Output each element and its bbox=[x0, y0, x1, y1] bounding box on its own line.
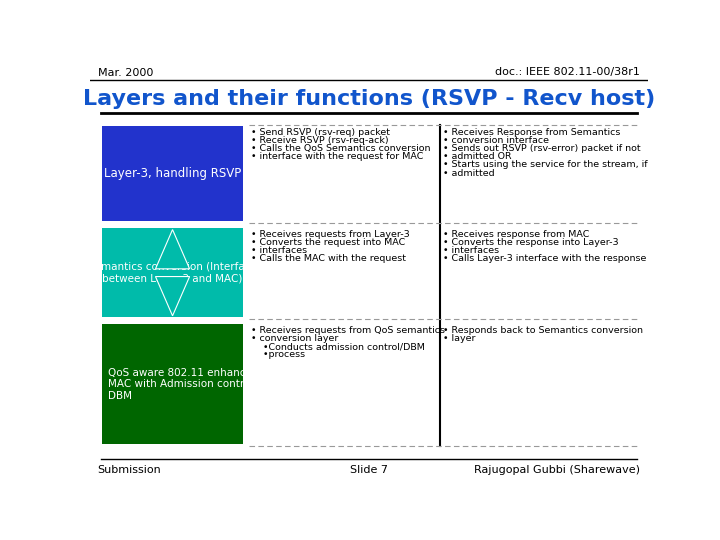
Text: • Converts the request into MAC: • Converts the request into MAC bbox=[251, 238, 405, 247]
Text: • admitted: • admitted bbox=[443, 168, 494, 178]
Text: Rajugopal Gubbi (Sharewave): Rajugopal Gubbi (Sharewave) bbox=[474, 465, 640, 475]
Text: • Receive RSVP (rsv-req-ack): • Receive RSVP (rsv-req-ack) bbox=[251, 136, 389, 145]
Text: • conversion layer: • conversion layer bbox=[251, 334, 338, 343]
Text: • Converts the response into Layer-3: • Converts the response into Layer-3 bbox=[443, 238, 618, 247]
Text: Slide 7: Slide 7 bbox=[350, 465, 388, 475]
Text: Submission: Submission bbox=[98, 465, 161, 475]
Text: • layer: • layer bbox=[443, 334, 475, 343]
Text: Layers and their functions (RSVP - Recv host): Layers and their functions (RSVP - Recv … bbox=[83, 89, 655, 109]
Text: • admitted OR: • admitted OR bbox=[443, 152, 511, 161]
Polygon shape bbox=[156, 276, 189, 316]
Text: Semantics conversion (Interface
between Layer-3 and MAC): Semantics conversion (Interface between … bbox=[88, 262, 257, 284]
Text: • Receives requests from QoS semantics: • Receives requests from QoS semantics bbox=[251, 326, 445, 335]
Bar bbox=[102, 126, 243, 221]
Bar bbox=[102, 325, 243, 444]
Text: • Send RSVP (rsv-req) packet: • Send RSVP (rsv-req) packet bbox=[251, 128, 390, 137]
Text: • Receives Response from Semantics: • Receives Response from Semantics bbox=[443, 128, 620, 137]
Text: •process: •process bbox=[251, 350, 305, 359]
Text: • conversion interface: • conversion interface bbox=[443, 136, 549, 145]
Text: • Sends out RSVP (rsv-error) packet if not: • Sends out RSVP (rsv-error) packet if n… bbox=[443, 144, 640, 153]
Text: • interfaces: • interfaces bbox=[251, 246, 307, 255]
Text: Mar. 2000: Mar. 2000 bbox=[98, 68, 153, 78]
Text: •Conducts admission control/DBM: •Conducts admission control/DBM bbox=[251, 342, 425, 351]
Text: • Responds back to Semantics conversion: • Responds back to Semantics conversion bbox=[443, 326, 643, 335]
Text: QoS aware 802.11 enhanced
MAC with Admission control and
DBM: QoS aware 802.11 enhanced MAC with Admis… bbox=[108, 368, 276, 401]
Text: doc.: IEEE 802.11-00/38r1: doc.: IEEE 802.11-00/38r1 bbox=[495, 68, 640, 78]
Bar bbox=[102, 228, 243, 318]
Text: Layer-3, handling RSVP: Layer-3, handling RSVP bbox=[104, 167, 241, 180]
Text: • Receives response from MAC: • Receives response from MAC bbox=[443, 230, 589, 239]
Text: • Calls Layer-3 interface with the response: • Calls Layer-3 interface with the respo… bbox=[443, 254, 646, 263]
Text: • Receives requests from Layer-3: • Receives requests from Layer-3 bbox=[251, 230, 410, 239]
Text: • Calls the QoS Semantics conversion: • Calls the QoS Semantics conversion bbox=[251, 144, 431, 153]
Text: • Calls the MAC with the request: • Calls the MAC with the request bbox=[251, 254, 406, 263]
Text: • interfaces: • interfaces bbox=[443, 246, 499, 255]
Text: • interface with the request for MAC: • interface with the request for MAC bbox=[251, 152, 423, 161]
Polygon shape bbox=[156, 230, 189, 269]
Text: • Starts using the service for the stream, if: • Starts using the service for the strea… bbox=[443, 160, 647, 170]
